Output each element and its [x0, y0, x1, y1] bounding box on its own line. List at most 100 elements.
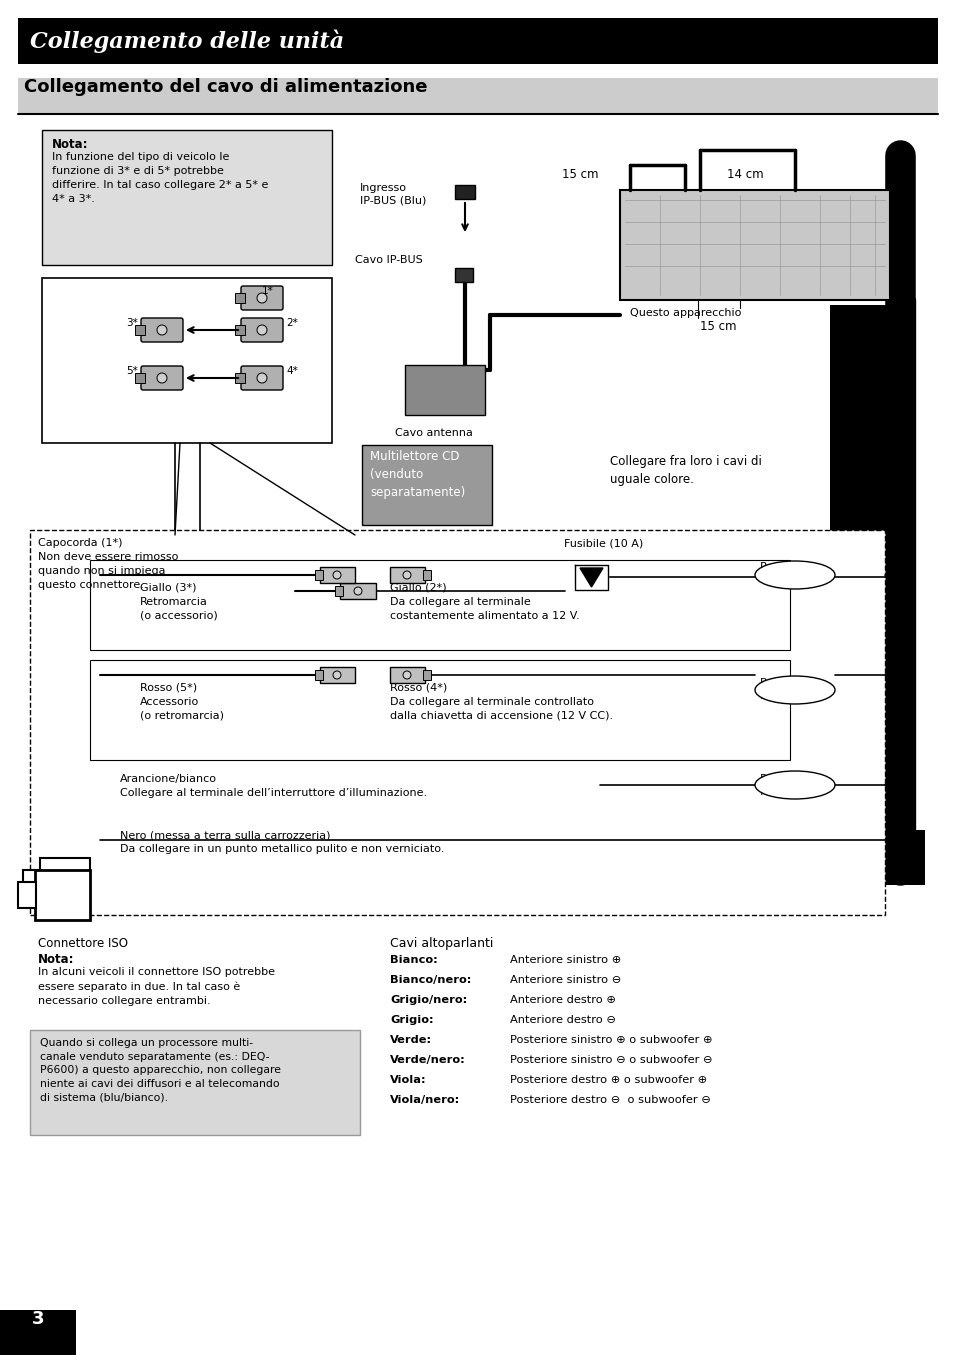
Text: Nero (messa a terra sulla carrozzeria)
Da collegare in un punto metallico pulito: Nero (messa a terra sulla carrozzeria) D…: [120, 831, 444, 854]
Text: Arancione/bianco
Collegare al terminale dell’interruttore d’illuminazione.: Arancione/bianco Collegare al terminale …: [120, 774, 427, 798]
Circle shape: [402, 671, 411, 679]
Text: Posteriore sinistro ⊕ o subwoofer ⊕: Posteriore sinistro ⊕ o subwoofer ⊕: [510, 1035, 712, 1045]
Bar: [90, 560, 789, 650]
Bar: [234, 325, 245, 335]
Bar: [619, 190, 889, 299]
FancyBboxPatch shape: [141, 318, 183, 341]
Text: Anteriore sinistro ⊕: Anteriore sinistro ⊕: [510, 955, 620, 965]
Text: Capocorda (1*)
Non deve essere rimosso
quando non si impiega
questo connettore.: Capocorda (1*) Non deve essere rimosso q…: [38, 538, 178, 589]
Circle shape: [256, 373, 267, 383]
Bar: [319, 566, 355, 583]
Text: Bianco:: Bianco:: [390, 955, 437, 965]
Text: Cavi altoparlanti: Cavi altoparlanti: [390, 938, 493, 950]
Bar: [42, 130, 332, 266]
Ellipse shape: [754, 771, 834, 799]
FancyBboxPatch shape: [241, 318, 283, 341]
Text: 5*: 5*: [126, 366, 138, 375]
Text: Nota:: Nota:: [52, 138, 89, 150]
Text: Anteriore destro ⊖: Anteriore destro ⊖: [510, 1015, 616, 1024]
Text: Questo apparecchio: Questo apparecchio: [629, 308, 740, 318]
Bar: [455, 186, 475, 199]
Text: In funzione del tipo di veicolo le
funzione di 3* e di 5* potrebbe
differire. In: In funzione del tipo di veicolo le funzi…: [52, 152, 268, 205]
Text: Viola:: Viola:: [390, 1075, 426, 1085]
Text: Posteriore destro ⊖  o subwoofer ⊖: Posteriore destro ⊖ o subwoofer ⊖: [510, 1095, 710, 1104]
Bar: [30, 1030, 359, 1135]
Circle shape: [256, 325, 267, 335]
Bar: [405, 364, 484, 415]
Text: Connettore ISO: Connettore ISO: [38, 938, 128, 950]
Text: Resistenza
fusibile: Resistenza fusibile: [760, 678, 819, 701]
Text: Bianco/nero:: Bianco/nero:: [390, 976, 471, 985]
Text: Viola/nero:: Viola/nero:: [390, 1095, 459, 1104]
Polygon shape: [575, 565, 607, 589]
Bar: [422, 669, 431, 680]
Text: Cavo antenna: Cavo antenna: [395, 428, 473, 438]
Bar: [390, 566, 424, 583]
Bar: [829, 305, 889, 870]
Text: Collegare fra loro i cavi di
uguale colore.: Collegare fra loro i cavi di uguale colo…: [609, 455, 761, 486]
Bar: [335, 585, 343, 596]
Ellipse shape: [754, 561, 834, 589]
Text: Anteriore destro ⊕: Anteriore destro ⊕: [510, 995, 616, 1005]
Bar: [319, 667, 355, 683]
Circle shape: [256, 293, 267, 304]
Bar: [361, 444, 492, 524]
Text: 3*: 3*: [126, 318, 138, 328]
Bar: [30, 530, 884, 915]
Text: Giallo (3*)
Retromarcia
(o accessorio): Giallo (3*) Retromarcia (o accessorio): [140, 583, 217, 621]
FancyBboxPatch shape: [241, 366, 283, 390]
Bar: [234, 293, 245, 304]
Bar: [40, 858, 90, 913]
Ellipse shape: [754, 676, 834, 705]
Bar: [339, 583, 375, 599]
Text: Quando si collega un processore multi-
canale venduto separatamente (es.: DEQ-
P: Quando si collega un processore multi- c…: [40, 1038, 281, 1103]
Bar: [90, 660, 789, 760]
Circle shape: [333, 671, 340, 679]
Text: Resistenza
fusibile: Resistenza fusibile: [760, 562, 819, 585]
Text: Collegamento del cavo di alimentazione: Collegamento del cavo di alimentazione: [24, 79, 427, 96]
Text: Collegamento delle unità: Collegamento delle unità: [30, 30, 344, 53]
Bar: [18, 18, 937, 64]
Text: Grigio:: Grigio:: [390, 1015, 434, 1024]
Text: Giallo (2*)
Da collegare al terminale
costantemente alimentato a 12 V.: Giallo (2*) Da collegare al terminale co…: [390, 583, 579, 621]
Text: Multilettore CD
(venduto
separatamente): Multilettore CD (venduto separatamente): [370, 450, 465, 499]
Text: Nota:: Nota:: [38, 953, 74, 966]
Bar: [35, 870, 90, 920]
Bar: [834, 831, 924, 885]
Bar: [135, 373, 145, 383]
Text: Fusibile (10 A): Fusibile (10 A): [563, 538, 642, 547]
Text: Anteriore sinistro ⊖: Anteriore sinistro ⊖: [510, 976, 620, 985]
Text: Grigio/nero:: Grigio/nero:: [390, 995, 467, 1005]
Circle shape: [402, 570, 411, 579]
Text: 3: 3: [31, 1310, 44, 1328]
Text: Rosso (4*)
Da collegare al terminale controllato
dalla chiavetta di accensione (: Rosso (4*) Da collegare al terminale con…: [390, 683, 613, 721]
Circle shape: [354, 587, 361, 595]
Bar: [422, 570, 431, 580]
Text: 15 cm: 15 cm: [561, 168, 598, 182]
Text: Posteriore destro ⊕ o subwoofer ⊕: Posteriore destro ⊕ o subwoofer ⊕: [510, 1075, 706, 1085]
Text: Cavo IP-BUS: Cavo IP-BUS: [355, 255, 422, 266]
Text: Rosso (5*)
Accessorio
(o retromarcia): Rosso (5*) Accessorio (o retromarcia): [140, 683, 224, 721]
Circle shape: [157, 373, 167, 383]
Text: 4*: 4*: [286, 366, 297, 375]
Text: Resistenza
fusibile: Resistenza fusibile: [760, 774, 819, 797]
Bar: [0, 1310, 76, 1355]
Bar: [314, 669, 323, 680]
Bar: [18, 882, 36, 908]
Bar: [390, 667, 424, 683]
FancyBboxPatch shape: [241, 286, 283, 310]
Text: 2*: 2*: [286, 318, 297, 328]
Text: Verde:: Verde:: [390, 1035, 432, 1045]
Text: Posteriore sinistro ⊖ o subwoofer ⊖: Posteriore sinistro ⊖ o subwoofer ⊖: [510, 1056, 712, 1065]
Bar: [42, 278, 332, 443]
Text: Ingresso
IP-BUS (Blu): Ingresso IP-BUS (Blu): [359, 183, 426, 206]
Text: 14 cm: 14 cm: [726, 168, 762, 182]
Text: 1*: 1*: [262, 286, 274, 295]
Bar: [234, 373, 245, 383]
Polygon shape: [579, 568, 602, 587]
Text: In alcuni veicoli il connettore ISO potrebbe
essere separato in due. In tal caso: In alcuni veicoli il connettore ISO potr…: [38, 967, 274, 1005]
Bar: [314, 570, 323, 580]
Text: Verde/nero:: Verde/nero:: [390, 1056, 465, 1065]
Bar: [455, 268, 473, 282]
Bar: [18, 79, 937, 114]
